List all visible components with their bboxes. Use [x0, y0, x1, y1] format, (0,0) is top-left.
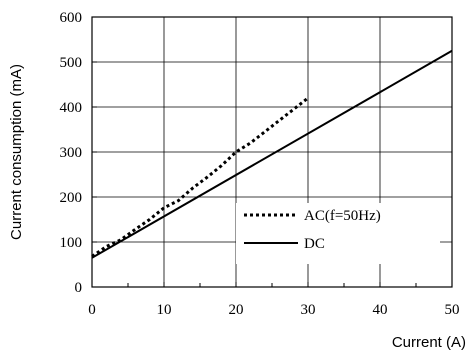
legend-label-1: DC: [304, 236, 325, 252]
y-tick-label: 100: [60, 235, 83, 251]
y-tick-label: 500: [60, 55, 83, 71]
y-tick-label: 600: [60, 10, 83, 26]
x-tick-label: 50: [445, 302, 460, 318]
y-axis-title: Current consumption (mA): [8, 64, 25, 240]
legend-background: [236, 203, 440, 264]
legend-label-0: AC(f=50Hz): [304, 208, 381, 224]
x-axis-title: Current (A): [392, 334, 466, 351]
series-layer: [91, 49, 453, 259]
y-tick-label: 200: [60, 190, 83, 206]
tick-marks: [91, 16, 453, 288]
x-tick-label: 0: [88, 302, 96, 318]
y-tick-label: 0: [75, 280, 83, 296]
x-tick-label: 40: [373, 302, 388, 318]
y-tick-label: 400: [60, 100, 83, 116]
x-tick-label: 30: [301, 302, 316, 318]
legend: AC(f=50Hz) DC: [236, 203, 440, 264]
series-line-1: [91, 49, 453, 259]
x-tick-label: 20: [229, 302, 244, 318]
x-tick-label: 10: [157, 302, 172, 318]
y-tick-label: 300: [60, 145, 83, 161]
series-line-0: [91, 96, 309, 258]
